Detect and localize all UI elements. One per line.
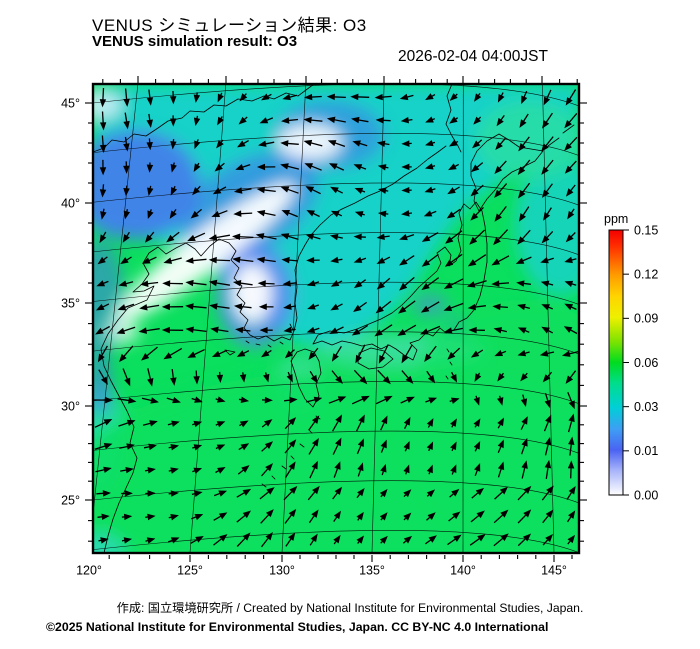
lat-tick-label: 30°	[61, 399, 80, 413]
colorbar-gradient	[608, 229, 624, 496]
colorbar-tick-labels: 0.15 0.12 0.09 0.06 0.03 0.01 0.00	[634, 223, 658, 502]
colorbar-tick-label: 0.00	[634, 488, 658, 502]
colorbar-unit-label: ppm	[604, 212, 628, 226]
coast-small-islands	[224, 323, 453, 488]
colorbar-tick-label: 0.06	[634, 356, 658, 370]
license-line: ©2025 National Institute for Environment…	[46, 620, 549, 634]
lat-tick-label: 25°	[61, 493, 80, 507]
coast-sakhalin	[445, 84, 462, 153]
coast-honshu	[312, 201, 488, 361]
lon-tick-label: 135°	[359, 564, 385, 578]
coast-kyushu	[290, 348, 322, 408]
colorbar-tick-label: 0.12	[634, 267, 658, 281]
lat-tick-label: 40°	[61, 196, 80, 210]
page-title-english: VENUS simulation result: O3	[92, 33, 298, 50]
map-frame	[91, 82, 581, 555]
page-title-japanese: VENUS シミュレーション結果: O3	[92, 16, 367, 35]
lon-tick-label: 120°	[76, 564, 102, 578]
colorbar-tick-label: 0.03	[634, 400, 658, 414]
lat-tick-label: 35°	[61, 296, 80, 310]
lat-tick-label: 45°	[61, 96, 80, 110]
o3-concentration-field	[93, 84, 579, 553]
lon-tick-label: 125°	[177, 564, 203, 578]
lon-tick-label: 130°	[269, 564, 295, 578]
colorbar: ppm 0.15 0.12 0.09 0.06 0.03 0.01 0.00	[604, 212, 658, 502]
timestamp: 2026-02-04 04:00JST	[398, 48, 548, 65]
axis-tick-labels: 45° 40° 35° 30° 25° 120° 125° 130° 135° 140° 145°	[61, 96, 567, 577]
lon-tick-label: 140°	[450, 564, 476, 578]
coast-hokkaido	[470, 133, 544, 212]
graticule-gridlines	[93, 84, 579, 553]
wind-arrows	[94, 87, 579, 548]
coast-primorye	[341, 145, 447, 210]
colorbar-tick-label: 0.01	[634, 444, 658, 458]
coast-shikoku	[357, 347, 394, 370]
coast-north-mainland	[93, 84, 315, 153]
colorbar-tick-label: 0.15	[634, 223, 658, 237]
colorbar-tick-label: 0.09	[634, 312, 658, 326]
colorbar-ticks	[623, 229, 629, 496]
credit-line: 作成: 国立環境研究所 / Created by National Instit…	[116, 601, 584, 615]
coast-kuril-islands	[547, 124, 575, 147]
lon-tick-label: 145°	[541, 564, 567, 578]
axis-ticks	[85, 76, 587, 562]
coastlines	[93, 84, 575, 553]
coast-china	[100, 238, 230, 553]
